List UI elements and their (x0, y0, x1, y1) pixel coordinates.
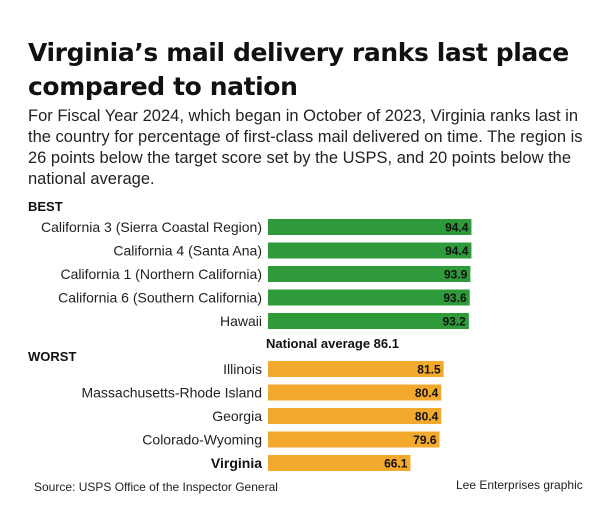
category-label: California 6 (Southern California) (58, 290, 262, 306)
best-section-label: BEST (28, 199, 63, 214)
value-label: 93.9 (444, 268, 468, 282)
category-label: California 4 (Santa Ana) (113, 243, 262, 259)
chart-title: Virginia’s mail delivery ranks last plac… (28, 38, 569, 101)
bar-california-1-northern-california (268, 266, 471, 282)
national-average-label: National average 86.1 (266, 336, 399, 351)
value-label: 80.4 (415, 410, 439, 424)
bar-california-4-santa-ana (268, 242, 472, 259)
value-label: 94.4 (445, 221, 469, 235)
category-label: Georgia (212, 408, 262, 424)
value-label: 66.1 (384, 457, 408, 471)
category-label: California 1 (Northern California) (60, 266, 262, 282)
bar-california-3-sierra-coastal-region (268, 219, 472, 235)
category-label: Hawaii (220, 313, 262, 329)
bar-illinois (268, 361, 444, 377)
category-label: Colorado-Wyoming (142, 432, 262, 448)
source-note: Source: USPS Office of the Inspector Gen… (34, 480, 278, 494)
bar-massachusetts-rhode-island (268, 384, 442, 401)
category-label: Illinois (223, 361, 262, 377)
bar-hawaii (268, 313, 469, 329)
chart-subtitle: For Fiscal Year 2024, which began in Oct… (28, 107, 583, 188)
value-label: 81.5 (417, 363, 441, 377)
value-label: 93.6 (443, 291, 467, 305)
bar-colorado-wyoming (268, 431, 440, 448)
value-label: 80.4 (415, 386, 439, 400)
worst-section-label: WORST (28, 349, 77, 364)
category-label: Virginia (211, 455, 262, 471)
category-label: Massachusetts-Rhode Island (81, 385, 262, 401)
value-label: 94.4 (445, 244, 469, 258)
graphic-credit: Lee Enterprises graphic (456, 478, 583, 492)
value-label: 93.2 (442, 315, 466, 329)
bar-california-6-southern-california (268, 289, 470, 306)
category-label: California 3 (Sierra Coastal Region) (41, 219, 262, 235)
bar-virginia (268, 455, 411, 471)
bar-georgia (268, 408, 442, 424)
value-label: 79.6 (413, 433, 437, 447)
